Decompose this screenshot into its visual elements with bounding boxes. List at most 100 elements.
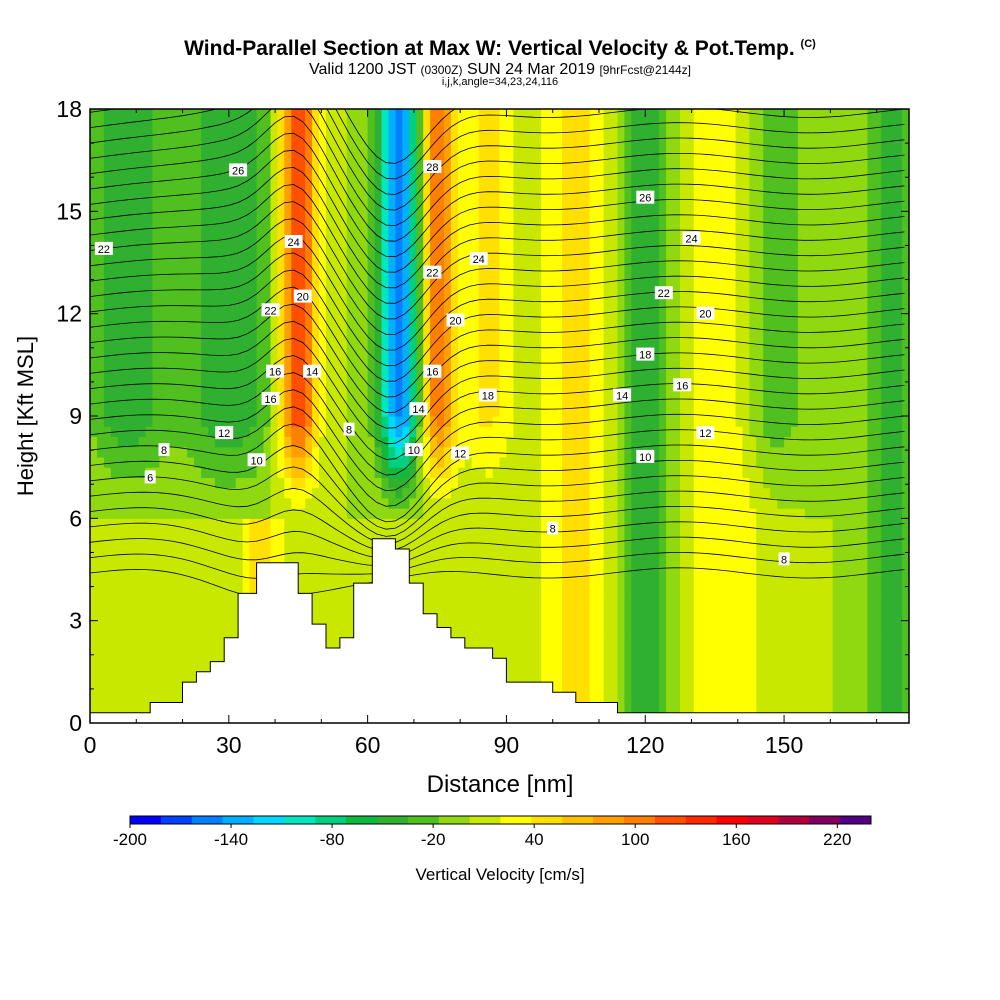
velocity-cell — [221, 201, 230, 212]
velocity-cell — [353, 456, 362, 468]
velocity-cell — [159, 661, 167, 673]
velocity-cell — [423, 600, 431, 611]
velocity-cell — [173, 170, 181, 182]
velocity-cell — [312, 416, 320, 427]
velocity-cell — [464, 109, 473, 120]
velocity-cell — [534, 405, 542, 417]
velocity-cell — [659, 385, 667, 397]
velocity-cell — [138, 395, 147, 407]
velocity-cell — [589, 334, 598, 345]
velocity-cell — [541, 569, 549, 581]
velocity-cell — [513, 190, 521, 202]
velocity-cell — [645, 630, 653, 642]
velocity-cell — [437, 528, 445, 540]
velocity-cell — [610, 272, 619, 284]
velocity-cell — [214, 487, 223, 499]
velocity-cell — [138, 252, 147, 264]
velocity-cell — [284, 364, 292, 376]
velocity-cell — [402, 334, 410, 345]
velocity-cell — [221, 262, 230, 274]
velocity-cell — [548, 569, 556, 581]
velocity-cell — [582, 211, 591, 223]
velocity-cell — [256, 170, 265, 182]
velocity-cell — [90, 671, 98, 683]
velocity-cell — [180, 497, 188, 509]
velocity-cell — [437, 518, 445, 530]
velocity-cell — [506, 630, 514, 642]
velocity-cell — [617, 497, 625, 509]
velocity-cell — [131, 467, 140, 478]
velocity-cell — [194, 651, 202, 663]
velocity-cell — [131, 569, 140, 581]
velocity-cell — [575, 651, 584, 663]
velocity-cell — [249, 385, 258, 397]
velocity-cell — [617, 549, 625, 560]
velocity-cell — [242, 416, 251, 427]
velocity-cell — [228, 129, 237, 141]
velocity-cell — [645, 323, 653, 335]
velocity-cell — [416, 242, 424, 253]
velocity-cell — [450, 559, 459, 571]
velocity-cell — [444, 375, 452, 386]
velocity-cell — [513, 160, 521, 171]
velocity-cell — [235, 293, 244, 304]
velocity-cell — [131, 579, 140, 591]
velocity-cell — [228, 313, 237, 325]
velocity-cell — [617, 518, 625, 530]
velocity-cell — [506, 119, 514, 130]
velocity-cell — [478, 119, 487, 130]
velocity-cell — [277, 436, 285, 448]
velocity-cell — [270, 487, 278, 499]
velocity-cell — [256, 211, 265, 223]
velocity-cell — [159, 395, 167, 407]
velocity-cell — [159, 600, 167, 611]
velocity-cell — [437, 252, 445, 264]
velocity-cell — [180, 456, 188, 468]
velocity-cell — [256, 518, 265, 530]
velocity-cell — [194, 323, 202, 335]
velocity-cell — [430, 579, 438, 591]
velocity-cell — [444, 477, 452, 489]
velocity-cell — [499, 231, 507, 243]
velocity-cell — [284, 221, 292, 233]
velocity-cell — [221, 579, 230, 591]
velocity-cell — [138, 180, 147, 192]
velocity-cell — [291, 375, 299, 386]
velocity-cell — [513, 661, 521, 673]
velocity-cell — [367, 160, 376, 171]
velocity-cell — [249, 323, 258, 335]
velocity-cell — [228, 252, 237, 264]
velocity-cell — [541, 590, 549, 601]
velocity-cell — [659, 477, 667, 489]
velocity-cell — [541, 497, 549, 509]
velocity-cell — [187, 375, 195, 386]
velocity-cell — [457, 190, 466, 202]
velocity-cell — [270, 313, 278, 325]
velocity-cell — [319, 334, 327, 345]
velocity-cell — [416, 395, 424, 407]
velocity-cell — [305, 303, 313, 315]
velocity-cell — [194, 283, 202, 294]
velocity-cell — [416, 467, 424, 478]
velocity-cell — [485, 170, 494, 182]
velocity-cell — [430, 119, 438, 130]
velocity-cell — [624, 201, 632, 212]
velocity-cell — [471, 569, 480, 581]
velocity-cell — [603, 600, 612, 611]
velocity-cell — [645, 610, 653, 622]
velocity-cell — [492, 620, 501, 632]
velocity-cell — [555, 262, 563, 274]
velocity-cell — [214, 221, 223, 233]
velocity-cell — [263, 456, 271, 468]
velocity-cell — [457, 436, 466, 448]
velocity-cell — [492, 477, 501, 489]
velocity-cell — [110, 201, 119, 212]
velocity-cell — [90, 262, 98, 274]
velocity-cell — [249, 375, 258, 386]
velocity-cell — [173, 528, 181, 540]
velocity-cell — [90, 620, 98, 632]
velocity-cell — [187, 170, 195, 182]
velocity-cell — [208, 590, 216, 601]
velocity-cell — [159, 160, 167, 171]
velocity-cell — [131, 446, 140, 458]
